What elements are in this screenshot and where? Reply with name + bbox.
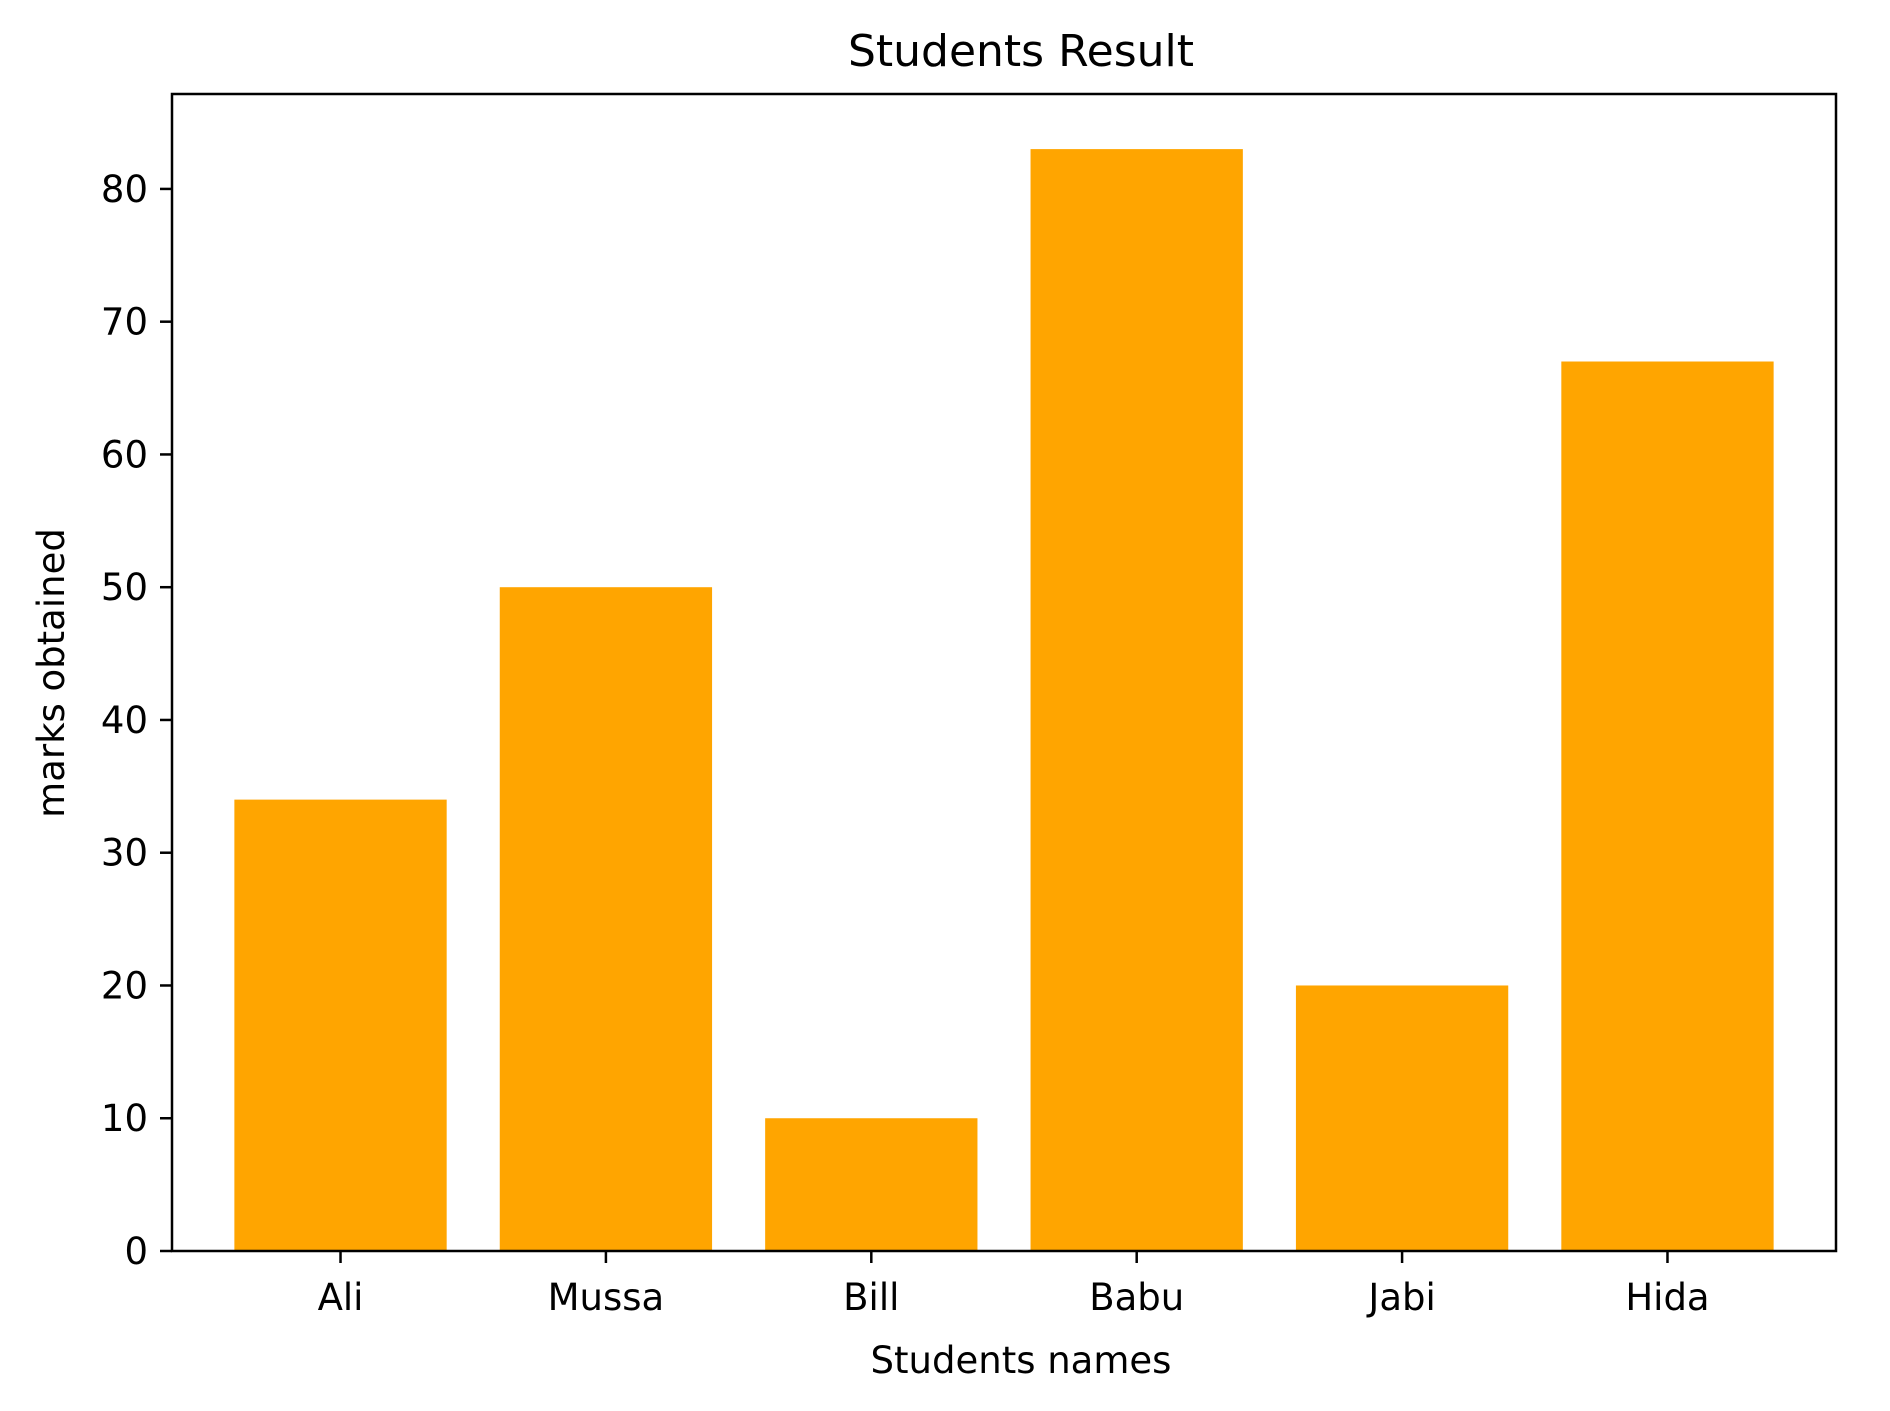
bar-mussa	[499, 587, 713, 1251]
y-tick-label: 40	[101, 699, 148, 742]
y-tick-label: 70	[101, 301, 148, 344]
x-tick-label: Mussa	[548, 1276, 665, 1319]
bar-ali	[234, 799, 447, 1251]
y-axis-label: marks obtained	[30, 528, 73, 818]
x-ticks-group: Ali Mussa Bill Babu Jabi Hida	[318, 1251, 1710, 1319]
y-tick-label: 10	[101, 1097, 148, 1140]
bar-jabi	[1295, 985, 1509, 1251]
x-tick-label: Jabi	[1366, 1276, 1435, 1319]
y-tick-label: 50	[101, 566, 148, 609]
y-tick-label: 80	[101, 168, 148, 211]
x-tick-label: Ali	[318, 1276, 364, 1319]
x-tick-label: Babu	[1089, 1276, 1184, 1319]
bar-babu	[1030, 149, 1243, 1252]
bars-group	[234, 149, 1774, 1252]
y-tick-label: 0	[124, 1230, 148, 1273]
bar-bill	[765, 1118, 978, 1251]
chart-title: Students Result	[848, 26, 1194, 77]
x-tick-label: Hida	[1625, 1276, 1709, 1319]
y-tick-label: 60	[101, 433, 148, 476]
x-tick-label: Bill	[843, 1276, 899, 1319]
plot-frame	[170, 92, 1838, 1253]
y-tick-label: 30	[101, 832, 148, 875]
bar-hida	[1561, 361, 1774, 1251]
x-axis-label: Students names	[871, 1339, 1172, 1382]
y-ticks-group: 0 10 20 30 40 50 60 70 80	[101, 168, 172, 1273]
y-tick-label: 20	[101, 964, 148, 1007]
